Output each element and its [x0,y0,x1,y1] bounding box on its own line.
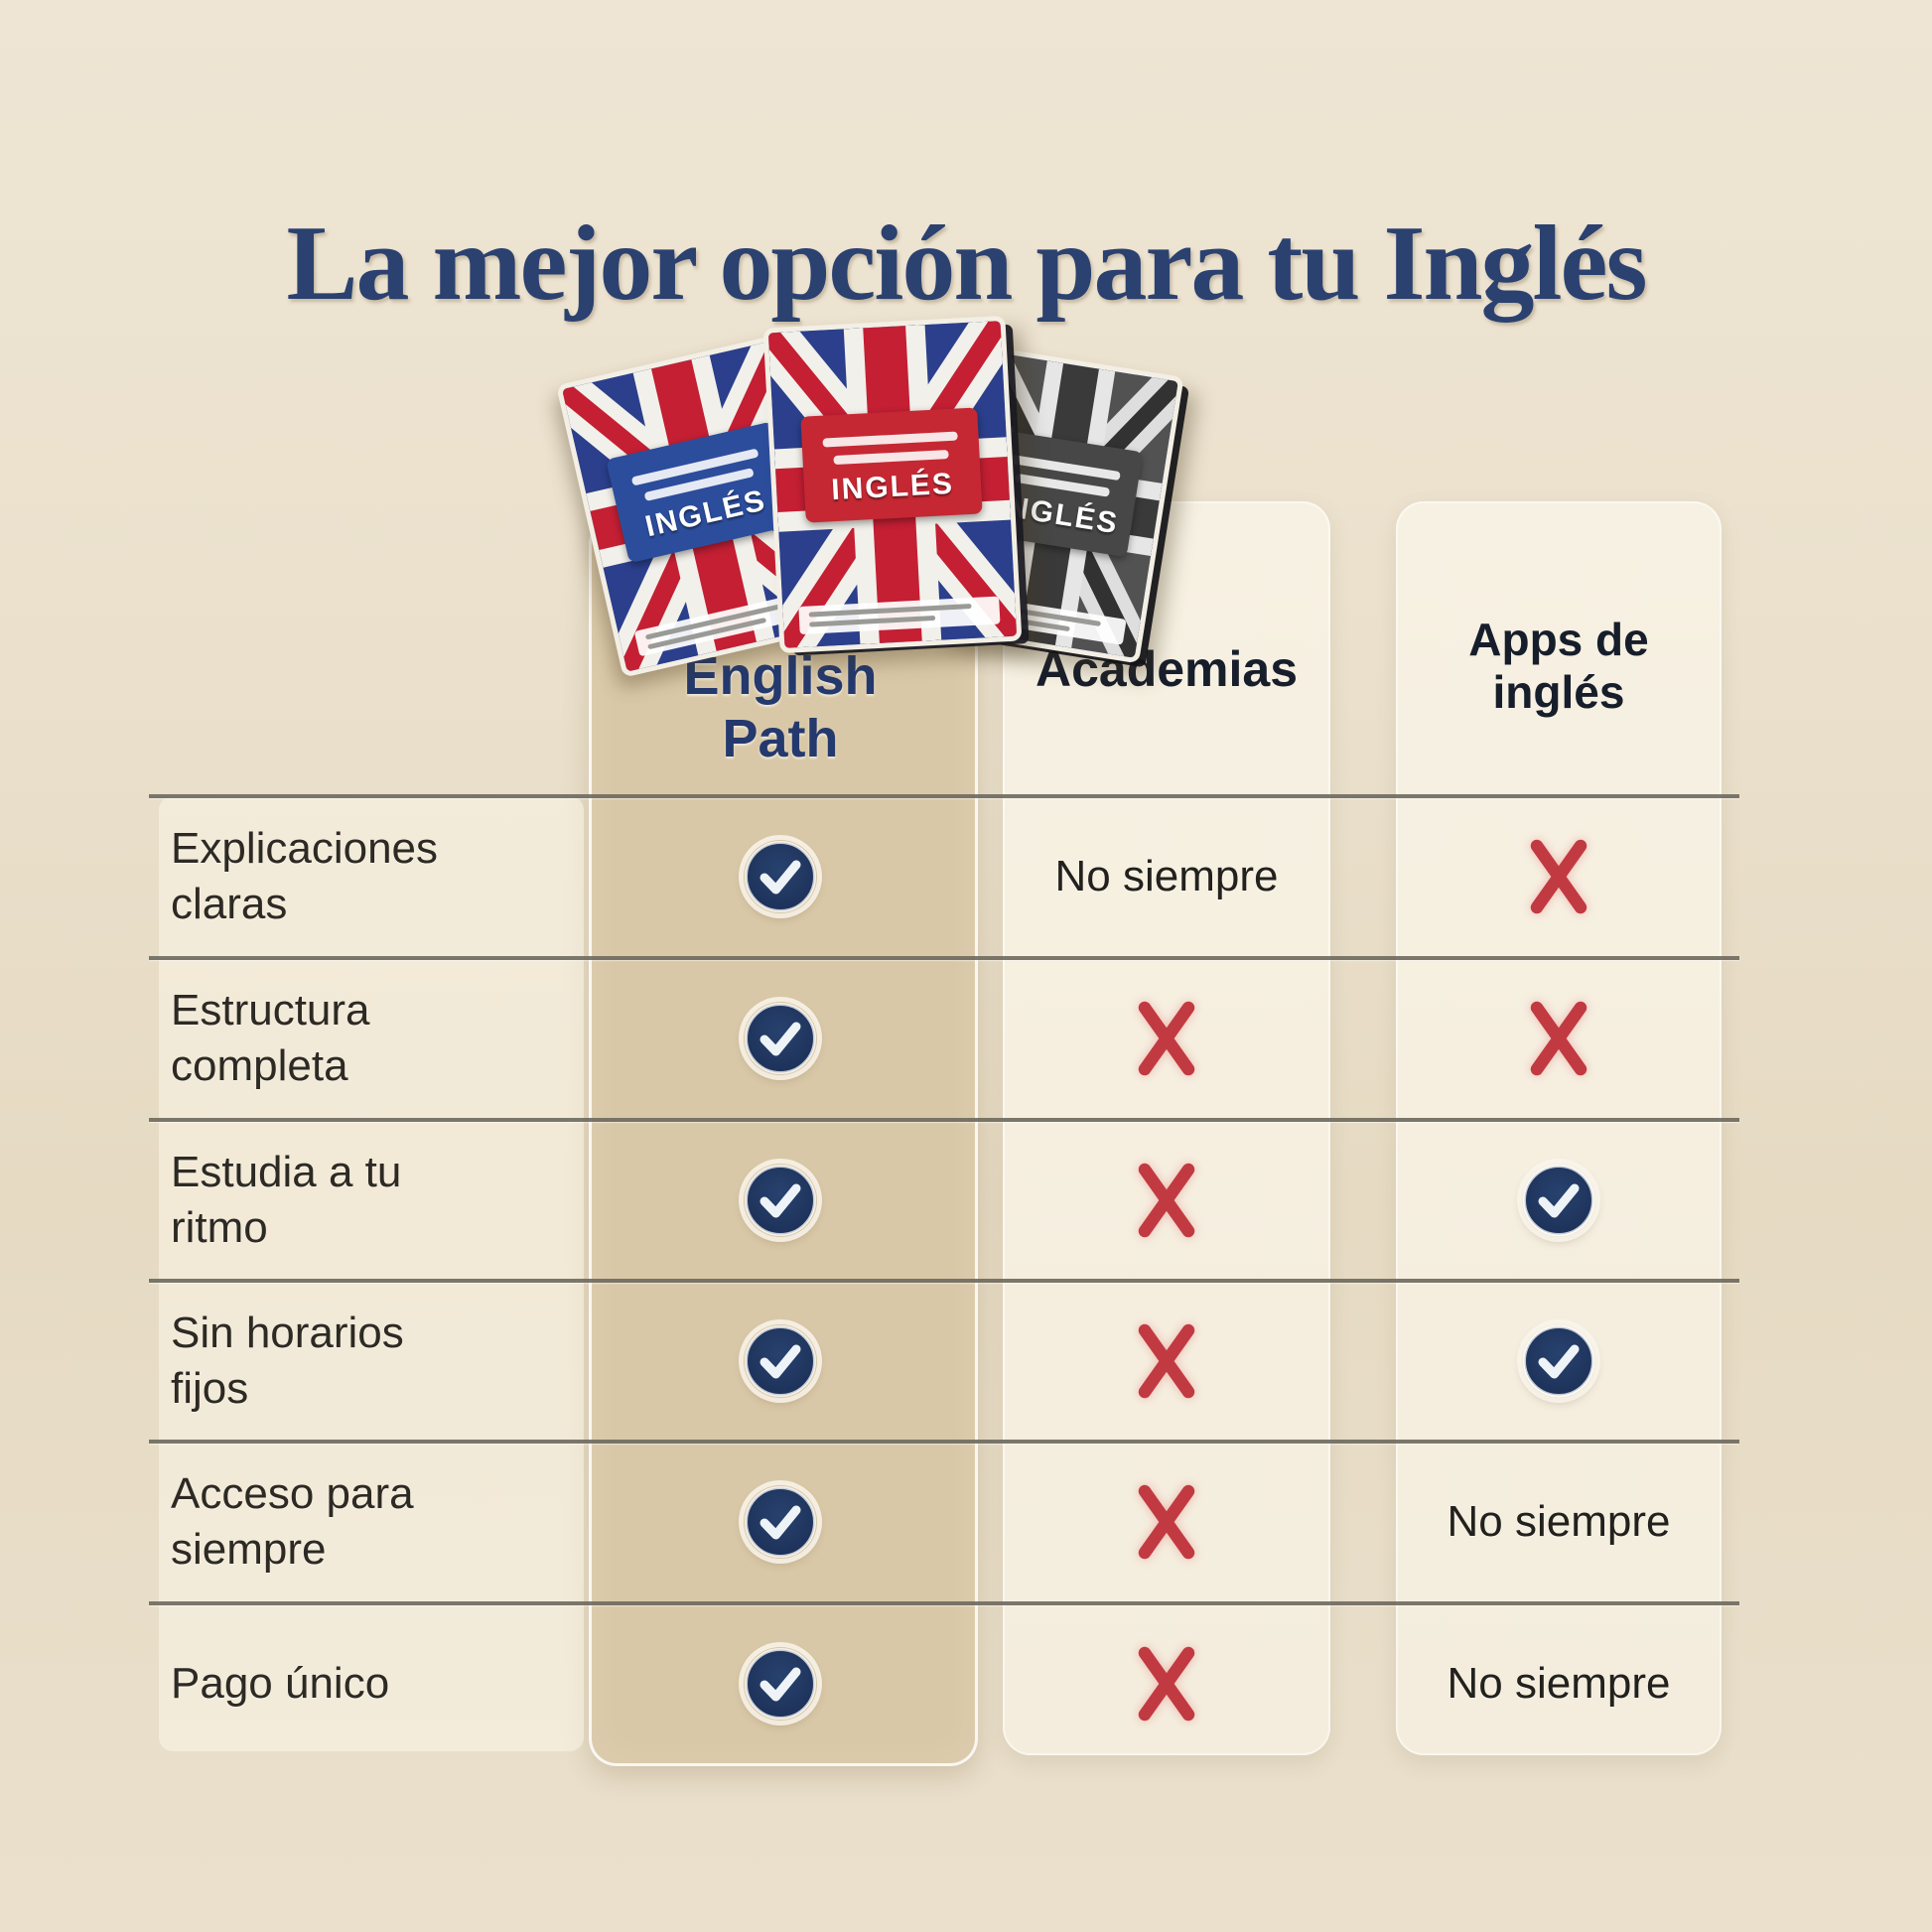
cell-apps [1396,796,1722,956]
cell-academias [1003,1442,1330,1601]
cell-academias: No siempre [1003,796,1330,956]
cell-academias [1003,1603,1330,1763]
cell-apps: No siempre [1396,1442,1722,1601]
feature-label: Estructura completa [171,985,370,1090]
table-row: Pago único No siempre [0,1603,1932,1763]
book-title-panel: INGLÉS [800,407,983,523]
page-title: La mejor opción para tu Inglés [286,205,1647,324]
feature-label-panel [159,796,584,1751]
book-title-word: INGLÉS [830,467,955,507]
cell-text: No siempre [1447,1496,1671,1546]
table-row: Estudia a tu ritmo [0,1120,1932,1280]
cross-icon [1524,999,1593,1078]
column-header-apps: Apps de inglés [1468,614,1649,719]
check-icon [744,1485,817,1559]
cell-text: No siempre [1447,1658,1671,1708]
book-covers-image: INGLÉS INGLÉS [551,315,1184,678]
cross-icon [1132,1321,1201,1401]
cell-english-path [589,1281,972,1441]
cross-icon [1132,1482,1201,1562]
column-panel-academias [1003,501,1330,1755]
check-icon [744,1324,817,1398]
cross-icon [1524,837,1593,916]
feature-label: Estudia a tu ritmo [171,1147,402,1252]
check-icon [744,1164,817,1237]
cross-icon [1132,1644,1201,1724]
row-divider [149,956,1739,960]
cell-text: No siempre [1054,851,1279,900]
cell-academias [1003,1120,1330,1280]
table-row: Sin horarios fijos [0,1281,1932,1441]
feature-label: Acceso para siempre [171,1468,414,1574]
row-divider [149,794,1739,798]
cell-english-path [589,796,972,956]
cell-apps [1396,958,1722,1118]
cell-apps: No siempre [1396,1603,1722,1763]
column-panel-apps [1396,501,1722,1755]
row-divider [149,1118,1739,1122]
table-row: Explicaciones claras No siempre [0,796,1932,956]
cell-academias [1003,1281,1330,1441]
cell-english-path [589,1442,972,1601]
row-divider [149,1440,1739,1444]
check-icon [1522,1164,1595,1237]
cell-english-path [589,958,972,1118]
column-header-english-path: English Path [683,646,878,768]
cell-apps [1396,1281,1722,1441]
feature-label: Sin horarios fijos [171,1308,404,1413]
feature-label: Explicaciones claras [171,823,439,928]
cross-icon [1132,1161,1201,1240]
column-panel-english-path [589,516,978,1766]
check-icon [744,1647,817,1721]
table-row: Acceso para siempre No siempre [0,1442,1932,1601]
check-icon [744,840,817,913]
feature-label: Pago único [171,1658,390,1708]
check-icon [1522,1324,1595,1398]
row-divider [149,1601,1739,1605]
cell-apps [1396,1120,1722,1280]
check-icon [744,1002,817,1075]
cell-academias [1003,958,1330,1118]
book-cover-red: INGLÉS [762,315,1023,654]
cell-english-path [589,1120,972,1280]
cross-icon [1132,999,1201,1078]
cell-english-path [589,1603,972,1763]
table-row: Estructura completa [0,958,1932,1118]
row-divider [149,1279,1739,1283]
